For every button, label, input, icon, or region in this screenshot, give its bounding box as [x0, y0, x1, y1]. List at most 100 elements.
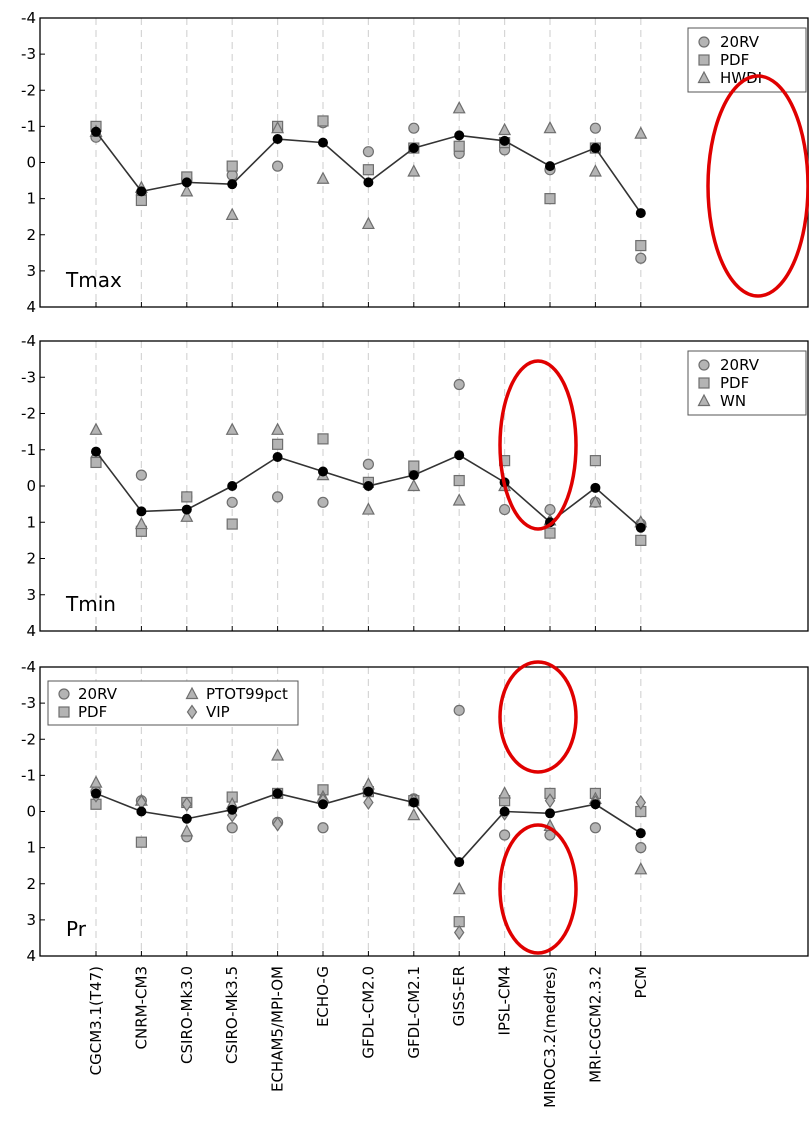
data-point-triangle [634, 862, 648, 875]
legend-label: PDF [720, 374, 749, 392]
x-tick-label: ECHAM5/MPI-OM [269, 966, 287, 1092]
data-point-square [317, 115, 329, 127]
y-tick-label: -2 [21, 405, 36, 423]
legend-symbol-triangle [697, 393, 711, 407]
data-point-triangle [271, 748, 285, 761]
data-point-triangle [89, 422, 103, 435]
mean-point [272, 452, 283, 462]
y-tick-label: 3 [26, 586, 36, 604]
x-tick-label: GISS-ER [450, 966, 468, 1026]
data-point-square [226, 160, 238, 172]
data-point-diamond [272, 816, 283, 832]
chart-panels: -4-3-2-101234Tmax20RVPDFHWDI-4-3-2-10123… [21, 9, 809, 965]
y-tick-label: -1 [21, 441, 36, 459]
data-point-square [317, 433, 329, 445]
x-tick-label: GFDL-CM2.1 [405, 966, 423, 1059]
data-point-triangle [634, 126, 648, 139]
legend-symbol-circle [58, 688, 70, 700]
data-point-square [362, 164, 374, 176]
y-tick-label: 0 [26, 154, 36, 172]
mean-point [91, 788, 101, 799]
data-point-square [135, 836, 147, 848]
mean-point [91, 126, 101, 137]
data-point-square [589, 455, 602, 467]
data-point-triangle [407, 807, 421, 821]
data-point-triangle [498, 786, 512, 799]
data-point-diamond [544, 793, 556, 809]
data-point-triangle [407, 164, 421, 177]
mean-point [227, 804, 238, 815]
data-point-triangle [452, 493, 466, 506]
data-point-circle [589, 822, 602, 834]
mean-point [318, 466, 328, 477]
y-tick-label: -2 [21, 81, 36, 99]
data-point-square [635, 239, 647, 252]
x-tick-label: GFDL-CM2.0 [359, 966, 377, 1059]
data-point-triangle [225, 422, 239, 435]
mean-point [227, 179, 238, 190]
mean-point [363, 177, 374, 188]
y-tick-label: 0 [26, 803, 36, 821]
data-point-circle [135, 469, 147, 481]
legend-symbol-triangle [185, 686, 199, 700]
data-point-circle [635, 842, 647, 854]
data-point-circle [272, 491, 284, 503]
y-tick-label: -3 [21, 368, 36, 386]
mean-point [181, 177, 192, 188]
x-tick-label: CSIRO-Mk3.0 [178, 966, 196, 1064]
mean-point [318, 799, 328, 810]
data-point-circle [589, 122, 602, 134]
data-point-circle [453, 378, 465, 391]
y-tick-label: -1 [21, 766, 36, 784]
data-point-square [408, 460, 420, 472]
y-tick-label: 2 [26, 875, 36, 893]
mean-point [363, 481, 374, 491]
mean-point [318, 137, 328, 148]
data-point-triangle [225, 207, 239, 220]
legend-symbol-square [698, 54, 710, 66]
data-point-triangle [407, 478, 421, 492]
y-tick-label: -2 [21, 730, 36, 748]
data-point-circle [408, 122, 420, 134]
legend-label: VIP [206, 703, 230, 721]
data-point-triangle [134, 516, 148, 530]
y-tick-label: -4 [21, 332, 36, 350]
legend-symbol-circle [698, 359, 710, 371]
data-point-circle [453, 704, 465, 716]
data-point-square [272, 438, 284, 450]
mean-point [499, 135, 510, 146]
x-tick-label: CNRM-CM3 [132, 966, 150, 1049]
mean-point [136, 506, 147, 517]
highlight-ellipse [706, 74, 809, 298]
data-point-diamond [181, 796, 193, 812]
mean-point [499, 806, 510, 817]
data-point-diamond [363, 794, 374, 811]
y-tick-label: 1 [26, 190, 36, 208]
mean-point [454, 130, 465, 141]
y-tick-label: 2 [26, 226, 36, 244]
mean-point [408, 143, 419, 154]
legend-symbol-triangle [697, 70, 711, 84]
y-tick-label: -1 [21, 117, 36, 135]
data-point-square [635, 534, 647, 546]
data-point-circle [544, 503, 556, 516]
mean-point [454, 857, 465, 868]
mean-point [454, 450, 465, 461]
data-point-circle [226, 496, 238, 508]
mean-point [408, 797, 419, 808]
data-point-square [453, 140, 465, 152]
legend-label: PDF [720, 51, 749, 69]
highlight-ellipse [498, 660, 578, 774]
y-tick-label: 3 [26, 262, 36, 280]
x-tick-label: PCM [632, 966, 650, 998]
mean-point [408, 470, 419, 481]
panel-label: Tmin [65, 592, 116, 616]
data-point-circle [317, 496, 329, 508]
series-vip [90, 787, 647, 941]
data-point-triangle [316, 171, 330, 184]
legend-label: PDF [78, 703, 107, 721]
panel-label: Tmax [65, 268, 122, 292]
mean-point [272, 134, 283, 145]
mean-point [91, 446, 101, 457]
data-point-triangle [498, 122, 512, 136]
